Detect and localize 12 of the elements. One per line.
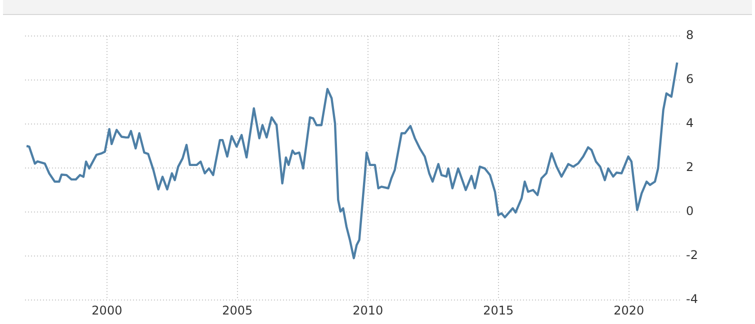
y-tick-label: 4: [686, 116, 694, 130]
y-tick-label: -4: [686, 292, 698, 306]
y-tick-label: 2: [686, 160, 694, 174]
y-tick-label: 0: [686, 204, 694, 218]
x-tick-label: 2005: [222, 303, 253, 318]
y-tick-label: 8: [686, 28, 694, 42]
x-tick-label: 2010: [352, 303, 384, 318]
y-tick-label: -2: [686, 248, 698, 262]
x-tick-label: 2015: [483, 303, 514, 318]
x-tick-label: 2000: [92, 303, 122, 318]
y-tick-label: 6: [686, 72, 694, 86]
x-tick-label: 2020: [614, 303, 644, 318]
